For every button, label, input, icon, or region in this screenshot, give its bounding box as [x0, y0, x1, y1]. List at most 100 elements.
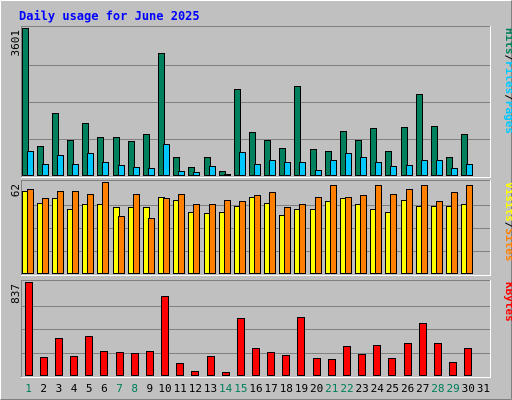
bar-kbytes-day-19 [297, 317, 305, 376]
bar-sites-day-25 [390, 194, 397, 274]
bar-kbytes-day-12 [191, 371, 199, 376]
day-label-11: 11 [174, 382, 187, 395]
bar-files-day-17 [269, 160, 276, 176]
day-label-29: 29 [446, 382, 459, 395]
bar-kbytes-day-10 [161, 296, 169, 376]
day-label-3: 3 [56, 382, 63, 395]
day-label-31: 31 [477, 382, 490, 395]
bar-hits-day-29 [446, 157, 453, 176]
bar-hits-day-26 [401, 127, 408, 176]
bar-files-day-30 [466, 164, 473, 176]
bar-files-day-11 [178, 171, 185, 176]
bar-files-day-26 [406, 165, 413, 176]
axis-max-label: 837 [9, 284, 22, 304]
day-label-16: 16 [249, 382, 262, 395]
legend-entry: Visits [503, 182, 512, 222]
bar-kbytes-day-11 [176, 363, 184, 376]
bar-hits-day-25 [385, 151, 392, 176]
bar-kbytes-day-17 [267, 352, 275, 376]
bar-kbytes-day-13 [207, 356, 215, 376]
bar-hits-day-8 [128, 141, 135, 176]
bar-hits-day-27 [416, 94, 423, 176]
bar-sites-day-21 [330, 185, 337, 274]
bar-files-day-4 [72, 164, 79, 176]
legend-entry: Sites [503, 228, 512, 261]
bar-sites-day-22 [345, 197, 352, 274]
bar-sites-day-18 [284, 207, 291, 274]
bar-sites-day-14 [224, 200, 231, 274]
bar-files-day-29 [451, 168, 458, 176]
bar-sites-day-7 [118, 216, 125, 274]
bar-sites-day-2 [42, 198, 49, 274]
bar-kbytes-day-20 [313, 358, 321, 376]
day-label-6: 6 [101, 382, 108, 395]
bar-files-day-27 [421, 160, 428, 176]
bar-kbytes-day-8 [131, 353, 139, 376]
bar-files-day-7 [118, 165, 125, 176]
bar-kbytes-day-28 [434, 343, 442, 376]
bar-sites-day-15 [239, 201, 246, 274]
bar-files-day-1 [27, 151, 34, 176]
bar-hits-day-16 [249, 132, 256, 176]
legend-entry: / [503, 222, 512, 229]
bar-kbytes-day-14 [222, 372, 230, 376]
legend-entry: / [503, 94, 512, 101]
bar-sites-day-23 [360, 195, 367, 274]
axis-max-label: 62 [9, 184, 22, 197]
bar-files-day-13 [209, 166, 216, 176]
bar-files-day-15 [239, 152, 246, 176]
bar-kbytes-day-23 [358, 354, 366, 376]
bar-files-day-10 [163, 144, 170, 176]
panel-legend: Visits/Sites [503, 182, 512, 262]
bar-hits-day-5 [82, 123, 89, 176]
bar-files-day-2 [42, 164, 49, 176]
bar-hits-day-24 [370, 128, 377, 176]
bar-sites-day-29 [451, 192, 458, 274]
bar-kbytes-day-18 [282, 355, 290, 376]
day-label-27: 27 [416, 382, 429, 395]
legend-entry: Hits [503, 28, 512, 55]
bar-kbytes-day-2 [40, 357, 48, 376]
bar-hits-day-6 [97, 137, 104, 176]
day-label-9: 9 [147, 382, 154, 395]
bar-kbytes-day-4 [70, 356, 78, 376]
bar-files-day-24 [375, 162, 382, 176]
bar-sites-day-19 [299, 204, 306, 274]
bar-hits-day-14 [219, 171, 226, 176]
day-label-17: 17 [265, 382, 278, 395]
legend-entry: KBytes [503, 282, 512, 322]
panel-legend: KBytes [503, 282, 512, 322]
bar-hits-day-17 [264, 140, 271, 176]
bar-sites-day-12 [193, 204, 200, 274]
day-label-13: 13 [204, 382, 217, 395]
bar-files-day-25 [390, 166, 397, 176]
bar-hits-day-4 [67, 140, 74, 176]
bar-kbytes-day-27 [419, 323, 427, 376]
day-label-15: 15 [234, 382, 247, 395]
bar-hits-day-30 [461, 134, 468, 176]
day-label-5: 5 [86, 382, 93, 395]
day-label-2: 2 [40, 382, 47, 395]
bar-sites-day-24 [375, 185, 382, 274]
bar-kbytes-day-21 [328, 359, 336, 376]
bar-files-day-6 [102, 162, 109, 176]
bar-kbytes-day-6 [100, 351, 108, 376]
day-label-20: 20 [310, 382, 323, 395]
bar-kbytes-day-26 [404, 343, 412, 376]
bar-kbytes-day-29 [449, 362, 457, 376]
bar-hits-day-12 [188, 167, 195, 176]
bar-kbytes-day-25 [388, 358, 396, 376]
bar-files-day-21 [330, 160, 337, 176]
panel-legend: Hits/Files/Pages [503, 28, 512, 134]
bar-files-day-20 [315, 170, 322, 176]
bar-sites-day-1 [27, 189, 34, 274]
bar-kbytes-day-24 [373, 345, 381, 376]
bar-files-day-18 [284, 162, 291, 176]
bar-sites-day-5 [87, 194, 94, 274]
bar-hits-day-28 [431, 126, 438, 176]
bar-hits-day-10 [158, 53, 165, 176]
day-label-22: 22 [340, 382, 353, 395]
bar-sites-day-17 [269, 192, 276, 274]
bar-kbytes-day-1 [25, 282, 33, 376]
